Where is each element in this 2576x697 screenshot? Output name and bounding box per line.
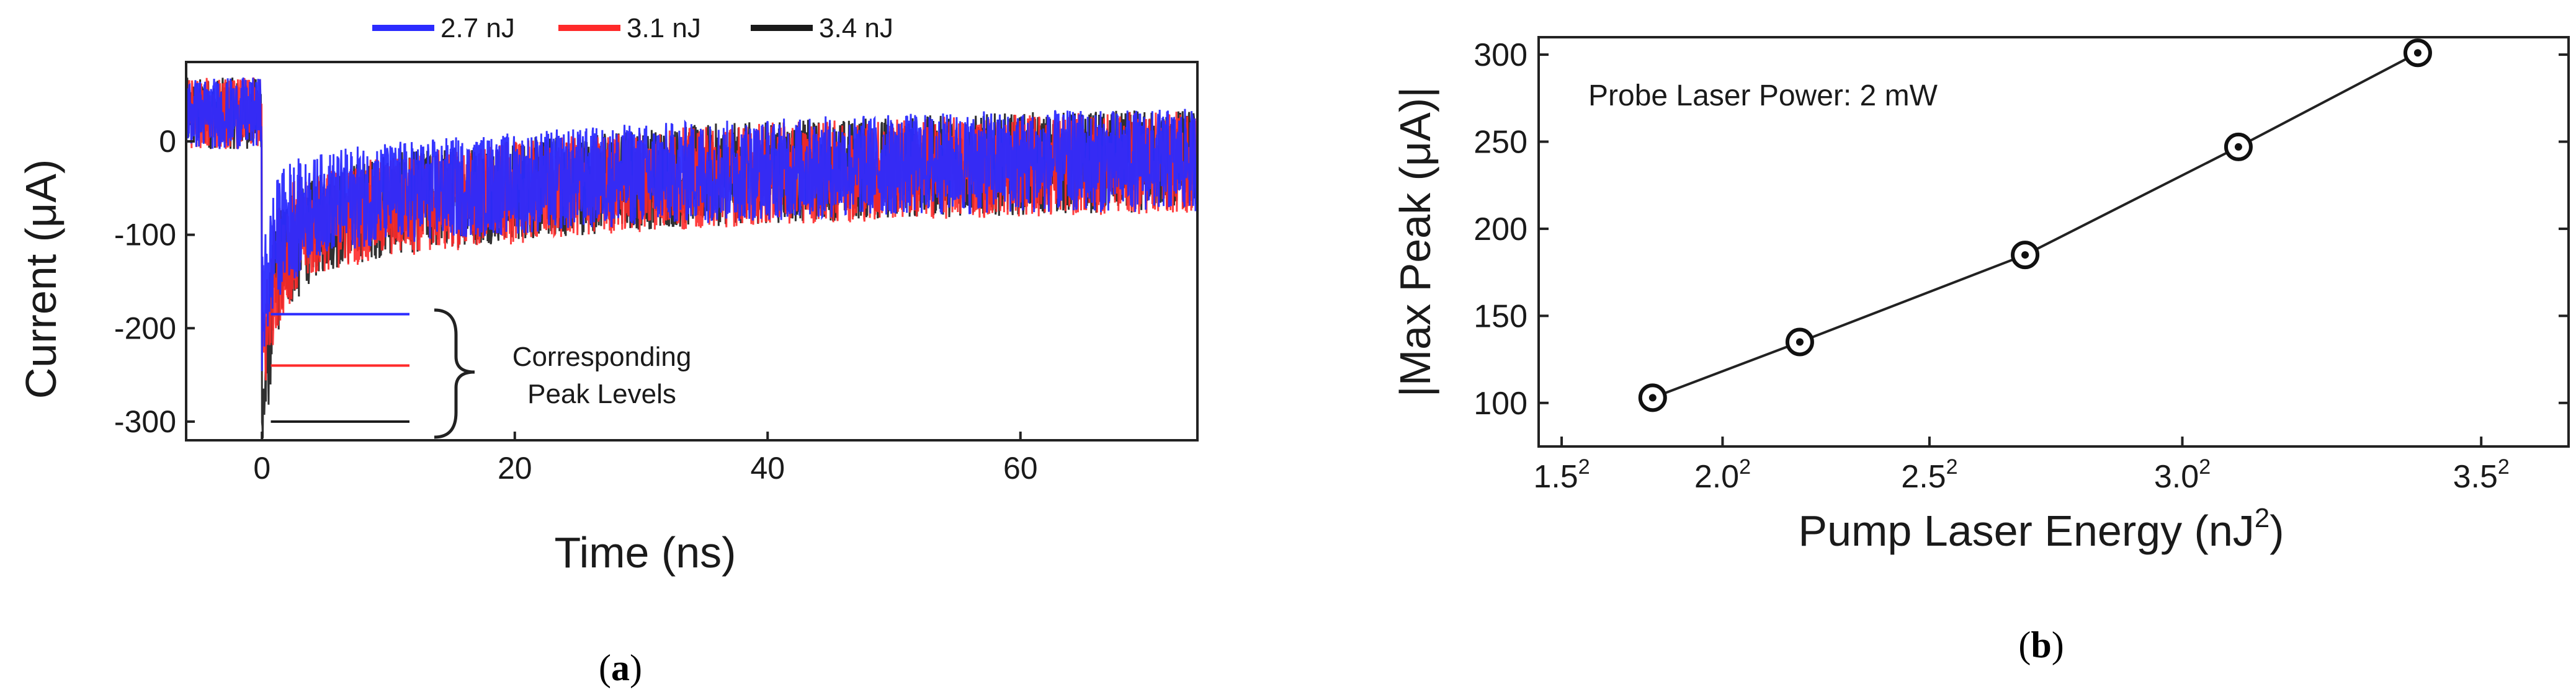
legend: 2.7 nJ 3.1 nJ 3.4 nJ	[372, 13, 893, 43]
series-line-2.7-nJ	[185, 77, 1199, 371]
plot-frame	[185, 61, 1199, 442]
x-axis-label: Time (ns)	[555, 528, 736, 577]
y-axis-label: |Max Peak (μA)|	[1391, 87, 1439, 397]
x-tick-sup: 2	[2199, 455, 2211, 479]
y-tick-label: 100	[1474, 386, 1527, 422]
brace	[434, 308, 475, 439]
data-point-center	[2413, 49, 2422, 57]
data-point-center	[1648, 394, 1657, 402]
x-tick-label: 2.52	[1901, 455, 1957, 495]
y-tick-label: 250	[1474, 125, 1527, 161]
axis-ticks: 0 20 40 60 0 -100 -200 -300	[114, 124, 1038, 486]
series-markers	[1638, 38, 2432, 412]
y-tick-label: 150	[1474, 298, 1527, 334]
data-point-center	[2234, 143, 2242, 151]
x-tick-label: 2.02	[1694, 455, 1751, 495]
x-tick-label: 60	[1003, 451, 1038, 486]
y-axis-label: Current (μA)	[17, 159, 65, 399]
x-tick-label: 0	[253, 451, 271, 486]
series-traces	[185, 77, 1199, 438]
plot-frame	[1537, 36, 2570, 448]
x-tick-label: 20	[498, 451, 532, 486]
y-tick-label: -200	[114, 311, 176, 345]
panel-label-b: (b)	[2018, 624, 2064, 665]
panel-b: Probe Laser Power: 2 mW 1.52 2.02 2.52 3.02…	[1391, 36, 2570, 665]
y-tick-label: 300	[1474, 37, 1527, 73]
y-tick-label: 0	[159, 124, 176, 159]
panel-letter-a: a	[611, 647, 630, 688]
x-axis-label-sup: 2	[2255, 503, 2270, 533]
x-axis-label-end: )	[2270, 507, 2284, 555]
x-tick-label: 1.52	[1533, 455, 1590, 495]
legend-label-3.1: 3.1 nJ	[627, 13, 701, 43]
x-tick-sup: 2	[1578, 455, 1590, 479]
peak-level-lines	[271, 313, 409, 423]
x-tick-label: 3.02	[2154, 455, 2211, 495]
panel-a: 2.7 nJ 3.1 nJ 3.4 nJ Corresponding Peak …	[17, 13, 1199, 688]
legend-label-3.4: 3.4 nJ	[819, 13, 893, 43]
annotation-line-2: Peak Levels	[527, 379, 676, 409]
y-tick-label: 200	[1474, 211, 1527, 247]
x-tick-sup: 2	[1739, 455, 1751, 479]
annotation-probe-power: Probe Laser Power: 2 mW	[1588, 79, 1938, 112]
y-tick-label: -300	[114, 404, 176, 439]
x-axis-label: Pump Laser Energy (nJ2)	[1798, 503, 2284, 555]
legend-label-2.7: 2.7 nJ	[441, 13, 515, 43]
data-point-center	[2021, 251, 2029, 259]
x-axis-label-text: Pump Laser Energy (nJ	[1798, 507, 2254, 555]
data-point-center	[1796, 338, 1804, 346]
x-tick-label: 40	[750, 451, 785, 486]
panel-label-a: (a)	[599, 647, 642, 688]
x-tick-label: 3.52	[2453, 455, 2510, 495]
y-tick-label: -100	[114, 218, 176, 252]
panel-letter-b: b	[2031, 624, 2051, 665]
annotation-line-1: Corresponding	[512, 342, 692, 372]
x-tick-sup: 2	[1946, 455, 1958, 479]
x-tick-sup: 2	[2498, 455, 2510, 479]
